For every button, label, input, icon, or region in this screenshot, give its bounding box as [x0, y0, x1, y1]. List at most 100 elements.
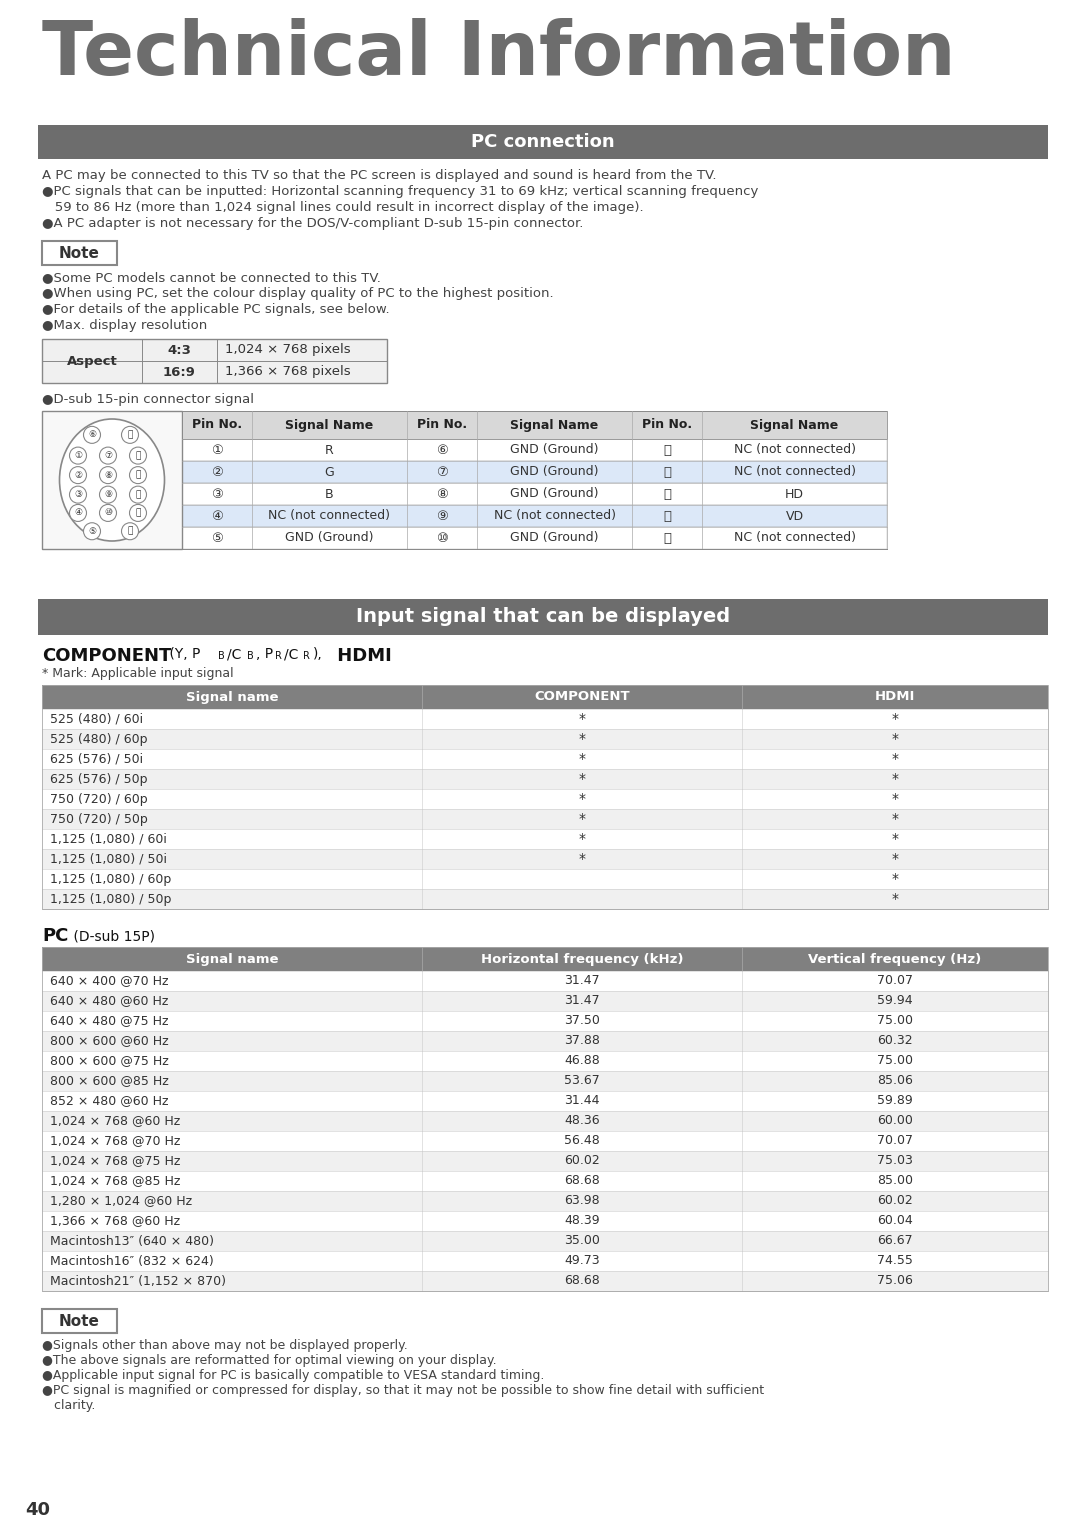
Text: (D-sub 15P): (D-sub 15P) [69, 928, 156, 944]
Text: PC connection: PC connection [471, 133, 615, 151]
Text: 68.68: 68.68 [564, 1275, 599, 1287]
Text: , P: , P [256, 647, 273, 661]
Text: HDMI: HDMI [330, 647, 392, 664]
Text: 31.47: 31.47 [564, 974, 599, 988]
Text: ⑧: ⑧ [104, 470, 112, 479]
Text: ⑦: ⑦ [104, 450, 112, 460]
Bar [183, 483, 887, 505]
Bar [42, 709, 1048, 728]
Text: ●When using PC, set the colour display quality of PC to the highest position.: ●When using PC, set the colour display q… [42, 287, 554, 299]
Text: *: * [891, 751, 899, 767]
Text: 37.50: 37.50 [564, 1014, 599, 1028]
Text: ⑱: ⑱ [135, 450, 140, 460]
Text: ⑨: ⑨ [436, 510, 448, 522]
Text: 1,125 (1,080) / 60i: 1,125 (1,080) / 60i [50, 832, 167, 846]
Text: *: * [891, 832, 899, 846]
Bar [42, 770, 1048, 789]
Text: Macintosh16″ (832 × 624): Macintosh16″ (832 × 624) [50, 1255, 214, 1267]
Text: ⑦: ⑦ [436, 466, 448, 478]
Text: Signal Name: Signal Name [511, 418, 598, 432]
Text: 49.73: 49.73 [564, 1255, 599, 1267]
Text: 31.44: 31.44 [564, 1095, 599, 1107]
Text: 37.88: 37.88 [564, 1034, 599, 1048]
Text: *: * [891, 793, 899, 806]
Text: 53.67: 53.67 [564, 1075, 599, 1087]
Circle shape [69, 504, 86, 521]
Text: ③: ③ [211, 487, 222, 501]
Text: R: R [325, 443, 334, 457]
Bar [42, 1251, 1048, 1270]
Text: *: * [579, 731, 585, 747]
Text: *: * [579, 852, 585, 866]
Text: 63.98: 63.98 [564, 1194, 599, 1208]
Text: ④: ④ [211, 510, 222, 522]
Bar [42, 1151, 1048, 1171]
Text: 48.39: 48.39 [564, 1214, 599, 1228]
Bar [42, 750, 1048, 770]
Text: *: * [891, 852, 899, 866]
Text: 35.00: 35.00 [564, 1234, 599, 1248]
Text: *: * [891, 812, 899, 826]
Text: 40: 40 [25, 1501, 50, 1519]
Text: 75.06: 75.06 [877, 1275, 913, 1287]
Text: Pin No.: Pin No. [642, 418, 692, 432]
Bar [38, 125, 1048, 159]
Text: 59.89: 59.89 [877, 1095, 913, 1107]
Circle shape [99, 486, 117, 502]
Text: Input signal that can be displayed: Input signal that can be displayed [356, 608, 730, 626]
Text: 1,024 × 768 pixels: 1,024 × 768 pixels [225, 344, 351, 356]
Text: 60.02: 60.02 [564, 1154, 599, 1168]
Text: ⑥: ⑥ [87, 431, 96, 440]
Circle shape [83, 522, 100, 539]
Text: ⑰: ⑰ [127, 431, 133, 440]
Bar [42, 686, 1048, 909]
Circle shape [121, 522, 138, 539]
Text: (Y, P: (Y, P [165, 647, 201, 661]
Bar [42, 991, 1048, 1011]
Text: ●Applicable input signal for PC is basically compatible to VESA standard timing.: ●Applicable input signal for PC is basic… [42, 1370, 544, 1382]
Text: *: * [579, 751, 585, 767]
Text: ⑳: ⑳ [135, 490, 140, 499]
Text: NC (not connected): NC (not connected) [494, 510, 616, 522]
Bar [42, 686, 1048, 709]
Bar [38, 599, 1048, 635]
Bar [42, 241, 117, 266]
Text: ⑤: ⑤ [87, 527, 96, 536]
Text: ②: ② [73, 470, 82, 479]
Bar [183, 461, 887, 483]
Text: NC (not connected): NC (not connected) [733, 443, 855, 457]
Text: ●The above signals are reformatted for optimal viewing on your display.: ●The above signals are reformatted for o… [42, 1354, 497, 1367]
Circle shape [121, 426, 138, 443]
Text: ⑩: ⑩ [104, 508, 112, 518]
Text: 48.36: 48.36 [564, 1115, 599, 1127]
Text: 74.55: 74.55 [877, 1255, 913, 1267]
Bar [183, 527, 887, 550]
Text: 750 (720) / 60p: 750 (720) / 60p [50, 793, 148, 806]
Text: Horizontal frequency (kHz): Horizontal frequency (kHz) [481, 953, 684, 965]
Text: 60.32: 60.32 [877, 1034, 913, 1048]
Text: 59.94: 59.94 [877, 994, 913, 1008]
Bar [42, 869, 1048, 889]
Text: Note: Note [58, 1313, 99, 1328]
Text: 1,125 (1,080) / 50i: 1,125 (1,080) / 50i [50, 852, 167, 866]
Text: GND (Ground): GND (Ground) [510, 466, 598, 478]
Text: COMPONENT: COMPONENT [535, 690, 630, 704]
Text: 75.03: 75.03 [877, 1154, 913, 1168]
Bar [42, 947, 1048, 1290]
Bar [42, 1191, 1048, 1211]
Bar [42, 339, 387, 383]
Text: ⑴: ⑴ [663, 531, 671, 545]
Text: /C: /C [227, 647, 241, 661]
Text: R: R [275, 651, 282, 661]
Text: ⑴: ⑴ [135, 508, 140, 518]
Text: ⑳: ⑳ [663, 510, 671, 522]
Text: 85.00: 85.00 [877, 1174, 913, 1188]
Text: ①: ① [73, 450, 82, 460]
Text: Signal Name: Signal Name [285, 418, 374, 432]
Text: 4:3: 4:3 [167, 344, 191, 356]
Bar [183, 505, 887, 527]
Text: *: * [579, 812, 585, 826]
Text: ④: ④ [73, 508, 82, 518]
Text: 640 × 400 @70 Hz: 640 × 400 @70 Hz [50, 974, 168, 988]
Text: 1,024 × 768 @75 Hz: 1,024 × 768 @75 Hz [50, 1154, 180, 1168]
